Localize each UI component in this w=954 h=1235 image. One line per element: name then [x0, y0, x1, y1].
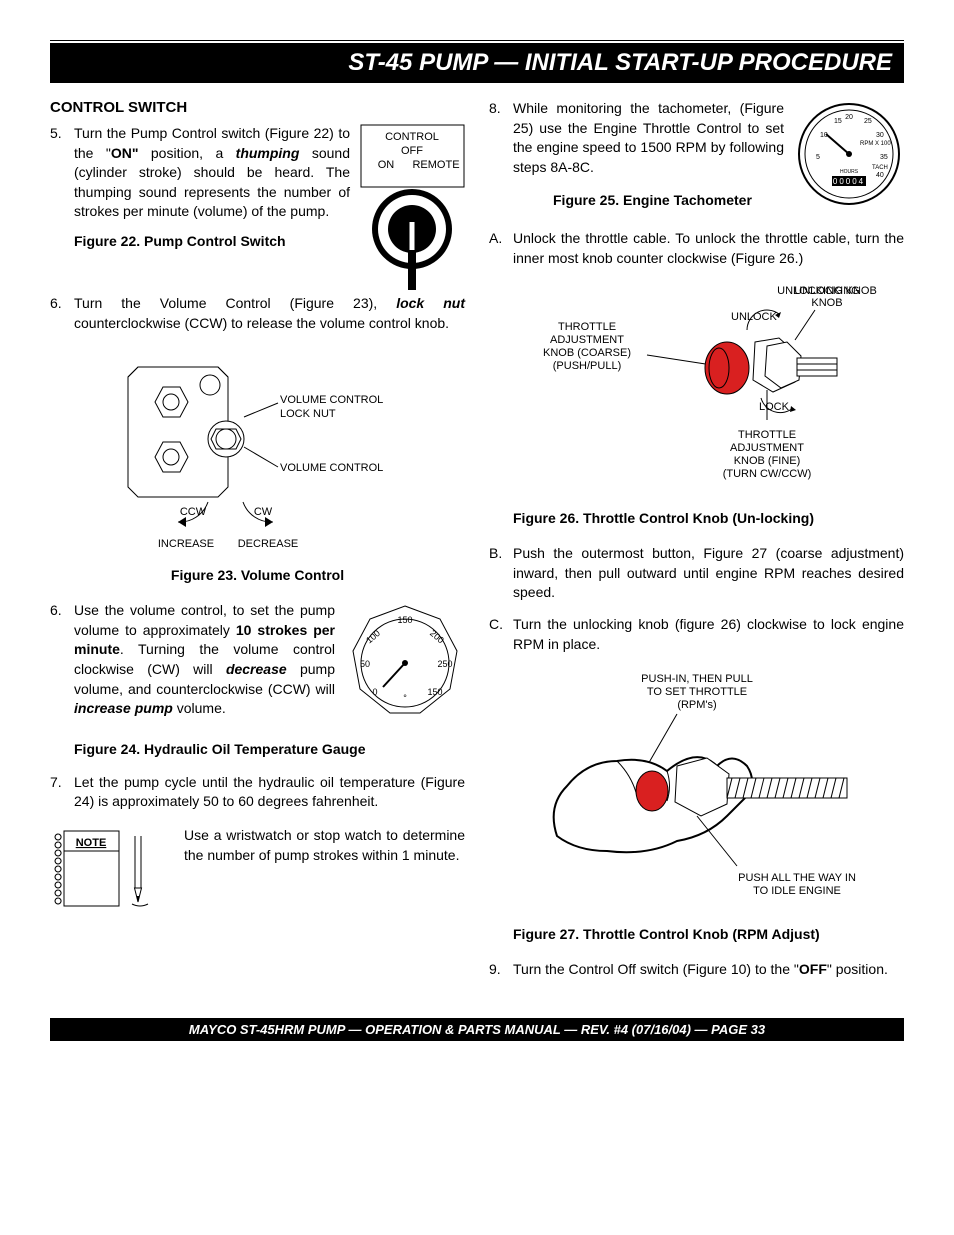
svg-text:ON: ON: [378, 159, 395, 171]
figure-23-volume-control: VOLUME CONTROL LOCK NUT VOLUME CONTROL C…: [108, 347, 408, 557]
right-column: 8. 5 10 15 20 25 30 35 40 RPM X 100 TACH…: [489, 99, 904, 994]
step-9: 9. Turn the Control Off switch (Figure 1…: [513, 960, 904, 980]
svg-text:CONTROL: CONTROL: [385, 131, 439, 143]
svg-text:VOLUME CONTROL: VOLUME CONTROL: [280, 394, 383, 406]
figure-26-throttle-unlock: UNLOCKING KNOB UNLOCKINGKNOB UNLOCK THRO…: [497, 280, 897, 500]
svg-text:CW: CW: [253, 506, 272, 518]
svg-text:5: 5: [816, 154, 820, 161]
svg-text:NOTE: NOTE: [76, 837, 107, 849]
figure-27-throttle-rpm: PUSH-IN, THEN PULLTO SET THROTTLE(RPM's): [497, 666, 897, 916]
note-block: NOTE Use a wristwatch or stop watch to d…: [50, 826, 465, 916]
step-8a: A. Unlock the throttle cable. To unlock …: [513, 229, 904, 268]
footer-bar: MAYCO ST-45HRM PUMP — OPERATION & PARTS …: [50, 1018, 904, 1041]
left-column: CONTROL SWITCH 5. CONTROL OFF ON REMOTE: [50, 99, 465, 994]
rule-top: [50, 40, 904, 41]
svg-text:UNLOCK: UNLOCK: [731, 311, 778, 323]
svg-text:OFF: OFF: [401, 145, 423, 157]
figure-24-caption: Figure 24. Hydraulic Oil Temperature Gau…: [74, 741, 465, 757]
figure-27-caption: Figure 27. Throttle Control Knob (RPM Ad…: [513, 926, 904, 942]
svg-text:30: 30: [876, 132, 884, 139]
step-8c: C. Turn the unlocking knob (figure 26) c…: [513, 615, 904, 654]
svg-text:REMOTE: REMOTE: [412, 159, 459, 171]
svg-text:THROTTLEADJUSTMENTKNOB (FINE)(: THROTTLEADJUSTMENTKNOB (FINE)(TURN CW/CC…: [722, 429, 811, 480]
svg-text:CCW: CCW: [179, 506, 206, 518]
step-7: 7. Let the pump cycle until the hydrauli…: [74, 773, 465, 812]
svg-text:UNLOCKINGKNOB: UNLOCKINGKNOB: [794, 285, 859, 309]
svg-text:°: °: [403, 693, 407, 703]
svg-text:LOCK NUT: LOCK NUT: [280, 408, 336, 420]
step-8b: B. Push the outermost button, Figure 27 …: [513, 544, 904, 603]
figure-25-tachometer: 5 10 15 20 25 30 35 40 RPM X 100 TACH HO…: [794, 99, 904, 209]
figure-26-caption: Figure 26. Throttle Control Knob (Un-loc…: [513, 510, 904, 526]
svg-text:20: 20: [845, 114, 853, 121]
step-6b: 6. 150 100 200 50 250 0 150 ° Use the vo…: [74, 601, 465, 719]
svg-text:40: 40: [876, 172, 884, 179]
svg-text:35: 35: [880, 154, 888, 161]
figure-24-temp-gauge: 150 100 200 50 250 0 150 °: [345, 601, 465, 721]
figure-23-caption: Figure 23. Volume Control: [50, 567, 465, 583]
svg-text:50: 50: [360, 659, 370, 669]
svg-text:THROTTLEADJUSTMENTKNOB (COARSE: THROTTLEADJUSTMENTKNOB (COARSE)(PUSH/PUL…: [542, 321, 630, 372]
step-8: 8. 5 10 15 20 25 30 35 40 RPM X 100 TACH…: [513, 99, 904, 211]
svg-text:PUSH-IN, THEN PULLTO SET THROT: PUSH-IN, THEN PULLTO SET THROTTLE(RPM's): [641, 673, 753, 711]
svg-text:RPM X 100: RPM X 100: [860, 141, 891, 147]
svg-text:INCREASE: INCREASE: [157, 538, 213, 550]
svg-text:DECREASE: DECREASE: [237, 538, 298, 550]
svg-text:250: 250: [437, 659, 452, 669]
note-icon: NOTE: [50, 826, 170, 916]
svg-text:HOURS: HOURS: [840, 169, 859, 175]
section-head-control-switch: CONTROL SWITCH: [50, 99, 465, 116]
svg-text:00004: 00004: [833, 177, 865, 186]
step-6a: 6. Turn the Volume Control (Figure 23), …: [74, 294, 465, 333]
step-5: 5. CONTROL OFF ON REMOTE Turn the Pump C…: [74, 124, 465, 252]
figure-22-pump-control-switch: CONTROL OFF ON REMOTE: [360, 124, 465, 294]
svg-text:150: 150: [427, 687, 442, 697]
svg-text:15: 15: [834, 118, 842, 125]
svg-text:0: 0: [372, 687, 377, 697]
svg-text:150: 150: [397, 615, 412, 625]
svg-text:25: 25: [864, 118, 872, 125]
svg-text:VOLUME CONTROL: VOLUME CONTROL: [280, 462, 383, 474]
note-text: Use a wristwatch or stop watch to determ…: [184, 826, 465, 865]
svg-text:PUSH ALL THE WAY INTO IDLE ENG: PUSH ALL THE WAY INTO IDLE ENGINE: [738, 872, 856, 897]
svg-text:TACH: TACH: [872, 165, 888, 171]
title-bar: ST-45 PUMP — INITIAL START-UP PROCEDURE: [50, 43, 904, 83]
